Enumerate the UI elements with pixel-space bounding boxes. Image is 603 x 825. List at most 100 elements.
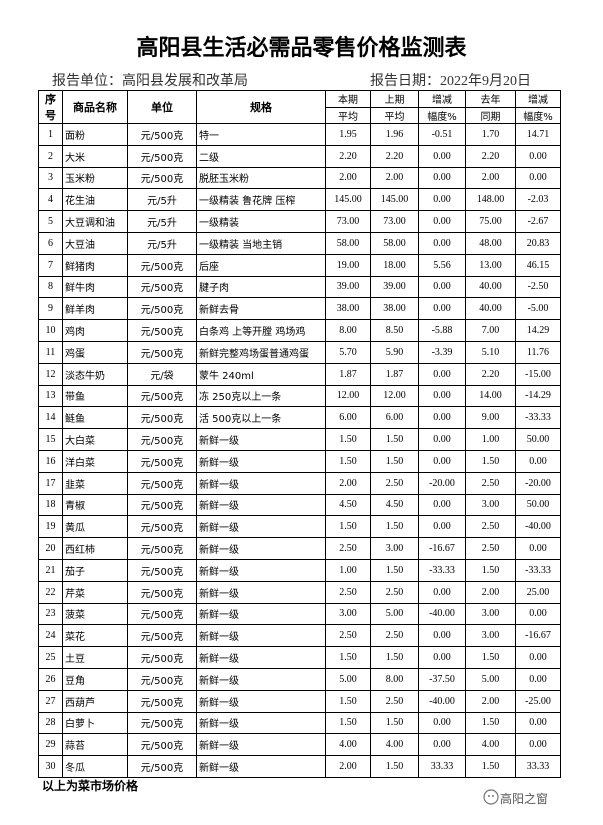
table-cell: 4.00 bbox=[325, 733, 371, 757]
table-cell: 一级精装 鲁花牌 压榨 bbox=[196, 188, 326, 212]
table-cell: 28 bbox=[38, 711, 63, 735]
table-cell: 21 bbox=[38, 558, 63, 582]
table-cell: 6.00 bbox=[325, 406, 371, 430]
title: 高阳县生活必需品零售价格监测表 bbox=[136, 36, 467, 61]
table-cell: 黄瓜 bbox=[62, 515, 128, 539]
table-row: 16 洋白菜 元/500克 新鲜一级 1.50 1.50 0.00 1.50 0.00 bbox=[38, 449, 561, 473]
table-cell: 1.87 bbox=[370, 362, 419, 386]
table-cell: 17 bbox=[38, 471, 63, 495]
table-cell: 6.00 bbox=[370, 406, 419, 430]
table-row: 15 大白菜 元/500克 新鲜一级 1.50 1.50 0.00 1.00 50.00 bbox=[38, 428, 561, 451]
table-cell: -2.03 bbox=[515, 188, 561, 212]
table-cell: 1.50 bbox=[370, 449, 419, 473]
table-cell: 29 bbox=[38, 733, 63, 757]
table-cell: 1.50 bbox=[325, 646, 371, 669]
table-cell: -16.67 bbox=[515, 624, 561, 648]
table-cell: 元/500克 bbox=[127, 253, 197, 277]
table-row: 25 土豆 元/500克 新鲜一级 1.50 1.50 0.00 1.50 0.00 bbox=[38, 646, 561, 669]
table-cell: 1.50 bbox=[465, 449, 516, 473]
table-cell: -20.00 bbox=[515, 471, 561, 495]
table-cell: 13.00 bbox=[465, 253, 516, 277]
table-cell: 0.00 bbox=[515, 667, 561, 691]
table-cell: 0.00 bbox=[418, 297, 466, 321]
table-cell: 9 bbox=[38, 297, 63, 321]
table-cell: 新鲜一级 bbox=[196, 689, 326, 713]
table-cell: 1.50 bbox=[370, 711, 419, 735]
table-cell: -37.50 bbox=[418, 667, 466, 691]
table-cell: 5.70 bbox=[325, 340, 371, 364]
table-cell: 新鲜去骨 bbox=[196, 297, 326, 321]
table-row: 2 大米 元/500克 二级 2.20 2.20 0.00 2.20 0.00 bbox=[38, 144, 561, 168]
table-cell: 0.00 bbox=[418, 210, 466, 233]
header-cell: 单位 bbox=[127, 90, 197, 124]
table-cell: 新鲜一级 bbox=[196, 515, 326, 539]
table-cell: 1.50 bbox=[325, 449, 371, 473]
table-cell: 4.50 bbox=[325, 493, 371, 517]
table-cell: 2.00 bbox=[325, 755, 371, 778]
table-cell: 元/500克 bbox=[127, 493, 197, 517]
table-cell: 鲜牛肉 bbox=[62, 275, 128, 299]
table-cell: 48.00 bbox=[465, 231, 516, 255]
header-cell: 增减 bbox=[418, 90, 466, 108]
table-cell: 淡态牛奶 bbox=[62, 362, 128, 386]
table-row: 27 西葫芦 元/500克 新鲜一级 1.50 2.50 -40.00 2.00 -25.00 bbox=[38, 689, 561, 713]
table-cell: 元/500克 bbox=[127, 580, 197, 604]
table-cell: 1.00 bbox=[465, 428, 516, 451]
table-row: 12 淡态牛奶 元/袋 蒙牛 240ml 1.87 1.87 0.00 2.20 -15.00 bbox=[38, 362, 561, 386]
table-cell: 元/500克 bbox=[127, 646, 197, 669]
table-cell: 14 bbox=[38, 406, 63, 430]
table-cell: 3.00 bbox=[465, 602, 516, 626]
table-cell: 元/500克 bbox=[127, 384, 197, 408]
table-cell: -5.00 bbox=[515, 297, 561, 321]
table-cell: 5.10 bbox=[465, 340, 516, 364]
table-cell: 2.50 bbox=[370, 580, 419, 604]
table-cell: 1.50 bbox=[325, 689, 371, 713]
table-cell: 新鲜一级 bbox=[196, 537, 326, 560]
header-cell: 序号 bbox=[38, 90, 63, 124]
table-cell: 0.00 bbox=[418, 231, 466, 255]
table-cell: 2.50 bbox=[325, 537, 371, 560]
table-row: 7 鲜猪肉 元/500克 后座 19.00 18.00 5.56 13.00 46.15 bbox=[38, 253, 561, 277]
table-cell: 洋白菜 bbox=[62, 449, 128, 473]
table-cell: 13 bbox=[38, 384, 63, 408]
table-cell: 2.00 bbox=[465, 689, 516, 713]
table-cell: 土豆 bbox=[62, 646, 128, 669]
table-row: 17 韭菜 元/500克 新鲜一级 2.00 2.50 -20.00 2.50 -20.00 bbox=[38, 471, 561, 495]
table-cell: 58.00 bbox=[370, 231, 419, 255]
table-cell: 39.00 bbox=[325, 275, 371, 299]
table-cell: 8 bbox=[38, 275, 63, 299]
table-cell: 0.00 bbox=[418, 144, 466, 168]
table-cell: 4.00 bbox=[465, 733, 516, 757]
table-cell: 1.95 bbox=[325, 123, 371, 146]
table-cell: 元/500克 bbox=[127, 144, 197, 168]
table-cell: 5.90 bbox=[370, 340, 419, 364]
table-row: 29 蒜苔 元/500克 新鲜一级 4.00 4.00 0.00 4.00 0.00 bbox=[38, 733, 561, 757]
table-row: 30 冬瓜 元/500克 新鲜一级 2.00 1.50 33.33 1.50 33.33 bbox=[38, 755, 561, 778]
table-cell: -25.00 bbox=[515, 689, 561, 713]
report-date: 报告日期：2022年9月20日 bbox=[370, 74, 531, 89]
table-cell: 0.00 bbox=[418, 493, 466, 517]
table-cell: 元/500克 bbox=[127, 406, 197, 430]
table-cell: 23 bbox=[38, 602, 63, 626]
table-cell: 特一 bbox=[196, 123, 326, 146]
table-cell: 青椒 bbox=[62, 493, 128, 517]
table-cell: 元/5升 bbox=[127, 231, 197, 255]
table-cell: -40.00 bbox=[418, 689, 466, 713]
table-cell: 10 bbox=[38, 319, 63, 342]
table-cell: 2.00 bbox=[370, 166, 419, 190]
table-cell: 1.50 bbox=[370, 428, 419, 451]
table-cell: 白条鸡 上等开膛 鸡场鸡 bbox=[196, 319, 326, 342]
table-cell: 元/500克 bbox=[127, 515, 197, 539]
table-cell: 新鲜一级 bbox=[196, 471, 326, 495]
table-row: 21 茄子 元/500克 新鲜一级 1.00 1.50 -33.33 1.50 -33.33 bbox=[38, 558, 561, 582]
table-cell: 8.00 bbox=[325, 319, 371, 342]
table-cell: 7 bbox=[38, 253, 63, 277]
table-cell: -40.00 bbox=[515, 515, 561, 539]
table-cell: 12 bbox=[38, 362, 63, 386]
watermark: 高阳之窗 bbox=[500, 792, 549, 806]
table-cell: 豆角 bbox=[62, 667, 128, 691]
table-cell: -20.00 bbox=[418, 471, 466, 495]
table-cell: 鲢鱼 bbox=[62, 406, 128, 430]
table-cell: 鸡肉 bbox=[62, 319, 128, 342]
table-cell: 大米 bbox=[62, 144, 128, 168]
